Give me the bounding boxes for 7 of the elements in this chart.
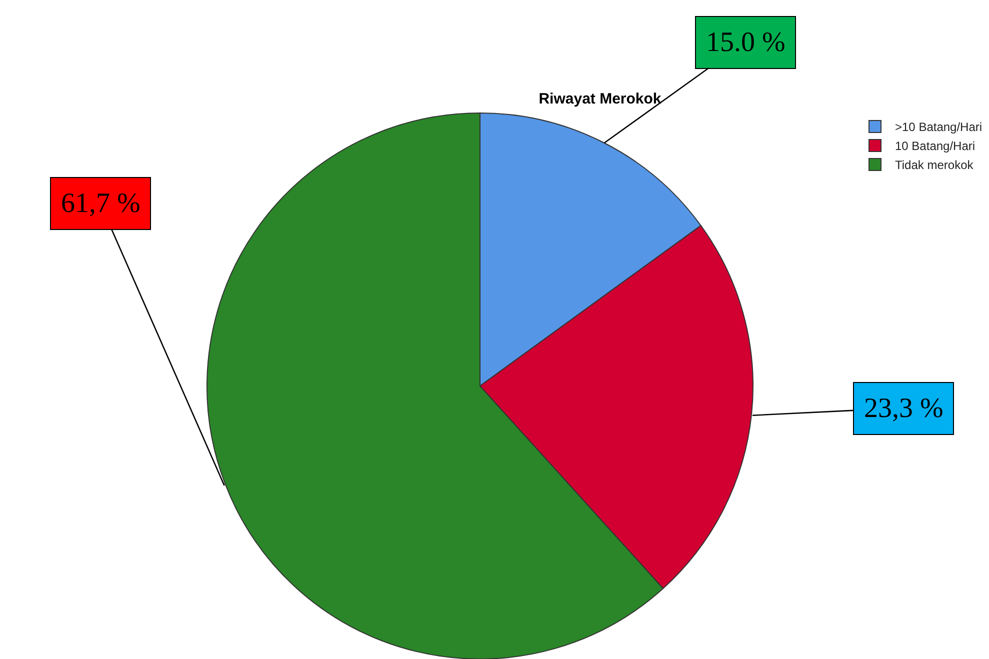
- legend-label: >10 Batang/Hari: [895, 120, 982, 134]
- data-label: 15.0 %: [706, 27, 786, 58]
- text: Riwayat Merokok: [538, 90, 662, 108]
- data-label: 23,3 %: [864, 393, 944, 424]
- legend-label: Tidak merokok: [895, 158, 974, 172]
- legend-label: 10 Batang/Hari: [895, 139, 976, 154]
- data-label: 61,7 %: [61, 188, 140, 219]
